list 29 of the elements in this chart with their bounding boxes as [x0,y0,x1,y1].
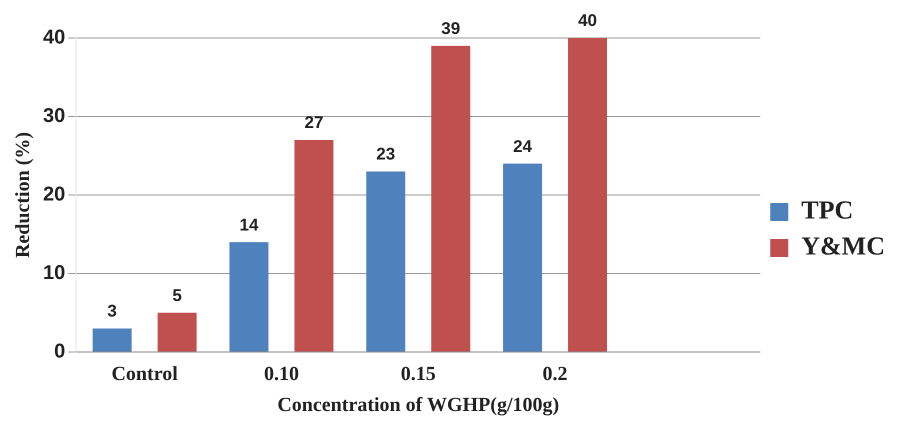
y-tick-label: 20 [42,184,66,206]
x-axis-title: Concentration of WGHP(g/100g) [277,394,560,416]
data-label: 5 [172,286,182,305]
bar [158,312,197,352]
bar [294,140,334,352]
bar [366,171,406,352]
data-label: 40 [578,11,597,30]
bar [503,164,542,352]
data-label: 27 [304,113,324,132]
legend-label: Y&MC [801,232,886,261]
data-label: 14 [239,215,259,234]
bar [229,242,268,352]
y-tick-label: 30 [42,105,66,128]
bar [431,46,470,352]
x-tick-label: 0.15 [400,363,436,386]
data-label: 24 [513,136,533,156]
data-label: 23 [376,144,396,164]
y-tick-label: 10 [42,262,66,284]
legend-label: TPC [801,196,854,225]
x-tick-label: 0.2 [542,363,568,386]
bar [92,328,132,352]
y-axis-title: Reduction (%) [12,132,34,258]
x-tick-label: 0.10 [264,363,299,386]
data-label: 39 [441,19,460,38]
data-label: 3 [107,302,117,321]
bar [568,38,608,352]
x-tick-label: Control [111,363,178,386]
y-tick-label: 40 [42,26,66,49]
y-tick-label: 0 [54,340,66,363]
